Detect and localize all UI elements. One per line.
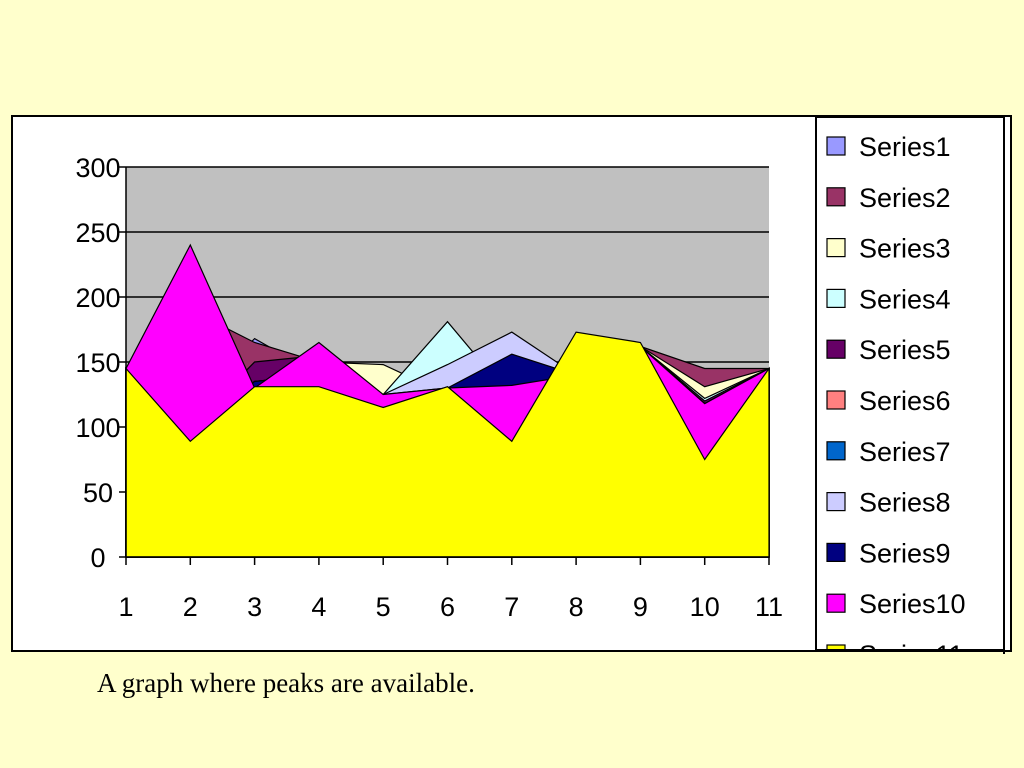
legend-swatch <box>826 136 846 156</box>
legend-label: Series4 <box>859 284 951 314</box>
chart-frame: 0 50 100 150 200 250 300 1 2 3 4 5 6 7 8 9 10 11 Series1 Se… <box>11 115 1012 654</box>
legend-label: Series1 <box>859 132 951 162</box>
y-tick-label: 200 <box>75 283 120 313</box>
x-tick-label: 7 <box>504 592 519 622</box>
legend-label: Series11 <box>859 640 964 654</box>
legend-entries: Series1 Series2 Series3 Series4 Series5 Serie… <box>826 132 966 654</box>
legend-label: Series5 <box>859 335 951 365</box>
legend-label: Series6 <box>859 386 951 416</box>
x-tick-label: 5 <box>376 592 391 622</box>
legend-label: Series9 <box>859 538 951 568</box>
legend-label: Series10 <box>859 589 966 619</box>
legend <box>815 117 1005 651</box>
x-tick-label: 3 <box>247 592 262 622</box>
legend-swatch <box>826 593 846 613</box>
legend-swatch <box>826 288 846 308</box>
legend-swatch <box>826 237 846 258</box>
y-tick-label: 150 <box>75 348 120 378</box>
x-tick-label: 4 <box>311 592 326 622</box>
x-tick-label: 1 <box>118 592 133 622</box>
x-tick-label: 8 <box>569 592 584 622</box>
x-tick-label: 10 <box>690 592 720 622</box>
y-tick-label: 100 <box>75 413 120 443</box>
x-tick-label: 9 <box>633 592 648 622</box>
x-tick-label: 11 <box>755 592 783 622</box>
legend-swatch <box>826 492 846 512</box>
x-tick-label: 2 <box>183 592 198 622</box>
area-series-11 <box>125 331 770 558</box>
legend-swatch <box>826 187 846 207</box>
x-tick-label: 6 <box>440 592 455 622</box>
chart-caption: A graph where peaks are available. <box>97 668 475 698</box>
y-tick-label: 50 <box>83 478 113 508</box>
legend-swatch <box>826 339 846 359</box>
legend-swatch <box>826 644 846 649</box>
y-tick-label: 0 <box>90 543 105 573</box>
legend-label: Series2 <box>859 183 951 213</box>
legend-swatch <box>826 542 846 562</box>
legend-label: Series3 <box>859 234 951 264</box>
legend-swatch <box>826 441 846 461</box>
legend-label: Series8 <box>859 488 951 518</box>
legend-swatch <box>826 390 846 410</box>
y-tick-label: 250 <box>75 218 120 248</box>
y-tick-label: 300 <box>75 153 120 183</box>
legend-label: Series7 <box>859 437 951 467</box>
